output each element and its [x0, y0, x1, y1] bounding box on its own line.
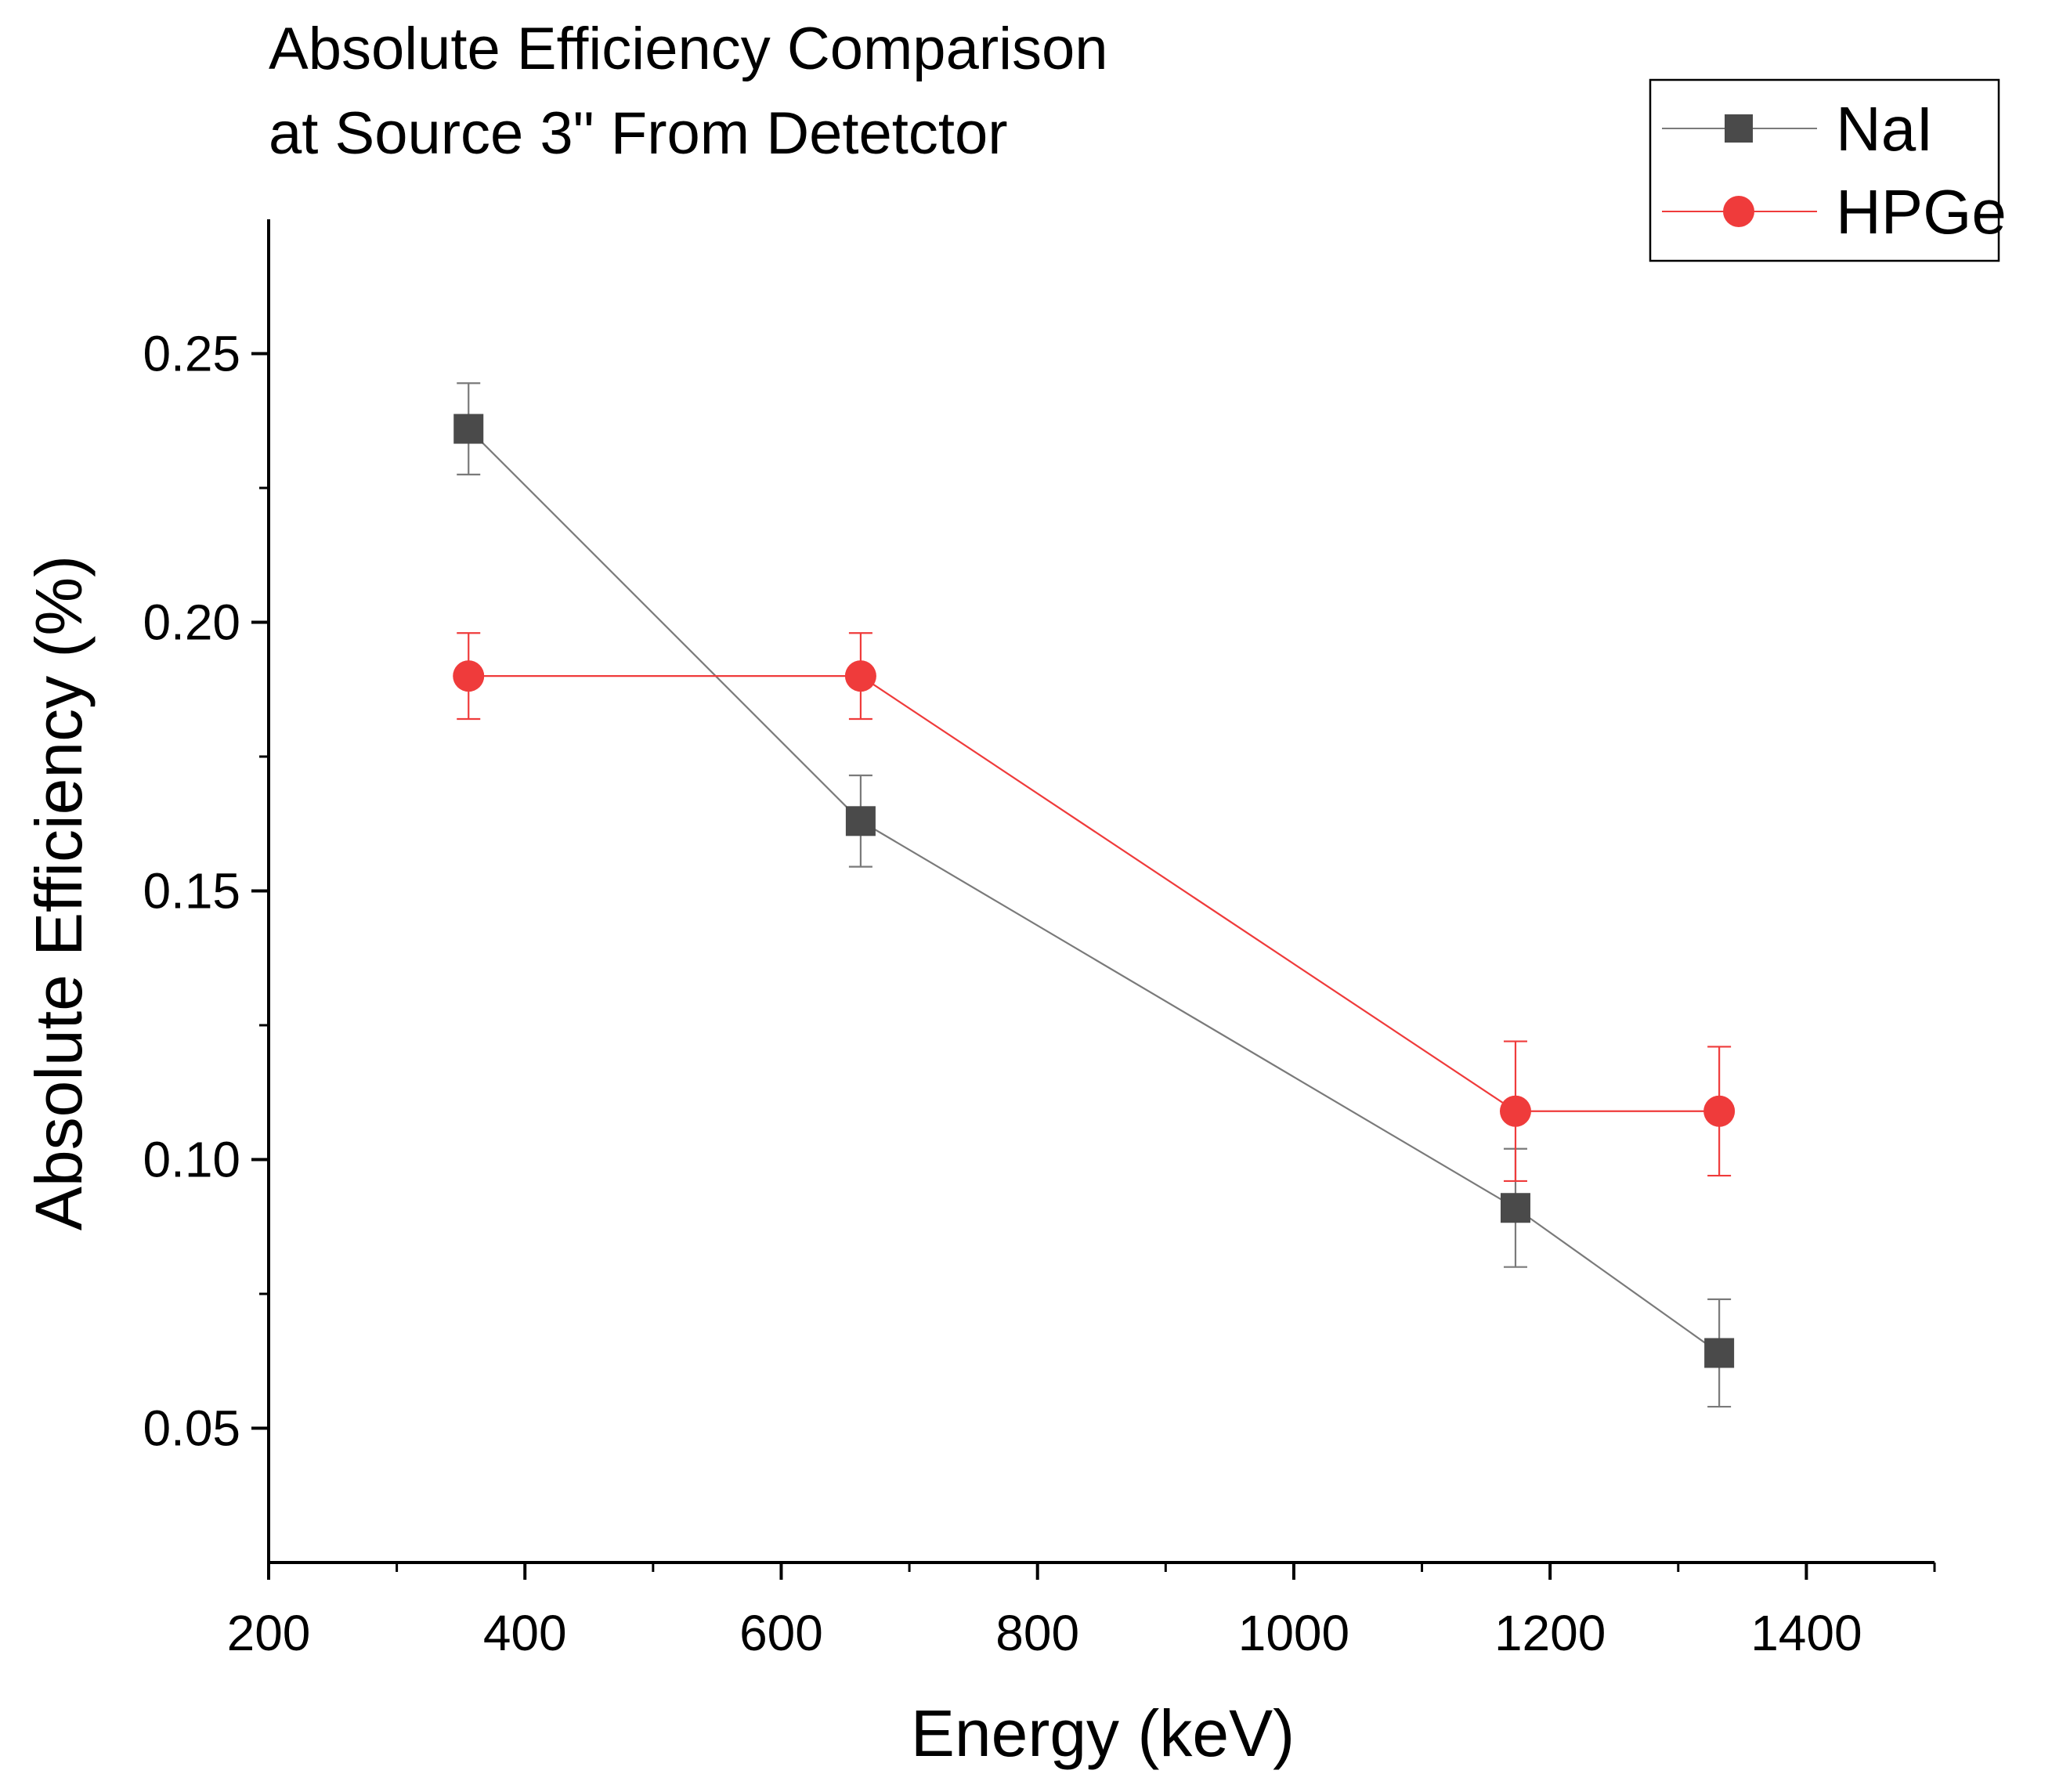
legend: NaI HPGe: [1649, 78, 2007, 262]
data-point-nai: [845, 806, 876, 836]
data-point-nai: [453, 414, 484, 444]
data-point-hpge: [453, 660, 485, 692]
y-tick-label: 0.10: [143, 1132, 240, 1188]
y-tick-label: 0.25: [143, 326, 240, 382]
x-axis-ticks: 200 400 600 800 1000 1200 1400: [227, 1563, 1936, 1661]
x-tick-label: 400: [483, 1605, 567, 1661]
legend-label-hpge: HPGe: [1836, 177, 2007, 247]
y-axis-label: Absolute Efficiency (%): [22, 555, 96, 1230]
x-tick-label: 1000: [1238, 1605, 1349, 1661]
x-tick-label: 600: [739, 1605, 823, 1661]
x-axis-label: Energy (keV): [911, 1696, 1295, 1770]
legend-marker-nai: [1725, 114, 1753, 143]
data-point-nai: [1704, 1338, 1735, 1368]
y-tick-label: 0.15: [143, 863, 240, 919]
chart-title-line-2: at Source 3" From Detetctor: [269, 100, 1008, 167]
series-hpge: [453, 632, 1736, 1183]
chart-title-line-1: Absolute Efficiency Comparison: [269, 16, 1108, 82]
y-axis-ticks: 0.05 0.10 0.15 0.20 0.25: [143, 326, 269, 1457]
legend-box: [1649, 78, 2000, 262]
x-tick-label: 200: [227, 1605, 311, 1661]
y-tick-label: 0.05: [143, 1400, 240, 1457]
data-point-hpge: [1499, 1095, 1531, 1127]
x-tick-label: 800: [995, 1605, 1079, 1661]
data-point-hpge: [1703, 1095, 1736, 1127]
series-line-hpge: [468, 674, 1720, 1112]
x-tick-label: 1400: [1750, 1605, 1862, 1661]
series-nai: [453, 382, 1735, 1408]
series-layer: [453, 382, 1736, 1408]
y-tick-label: 0.20: [143, 594, 240, 651]
series-line-nai: [468, 428, 1720, 1354]
axes: [267, 219, 1935, 1564]
legend-label-nai: NaI: [1836, 94, 1934, 164]
x-tick-label: 1200: [1494, 1605, 1606, 1661]
legend-marker-hpge: [1723, 196, 1754, 227]
data-point-nai: [1500, 1193, 1530, 1223]
data-point-hpge: [844, 660, 876, 692]
